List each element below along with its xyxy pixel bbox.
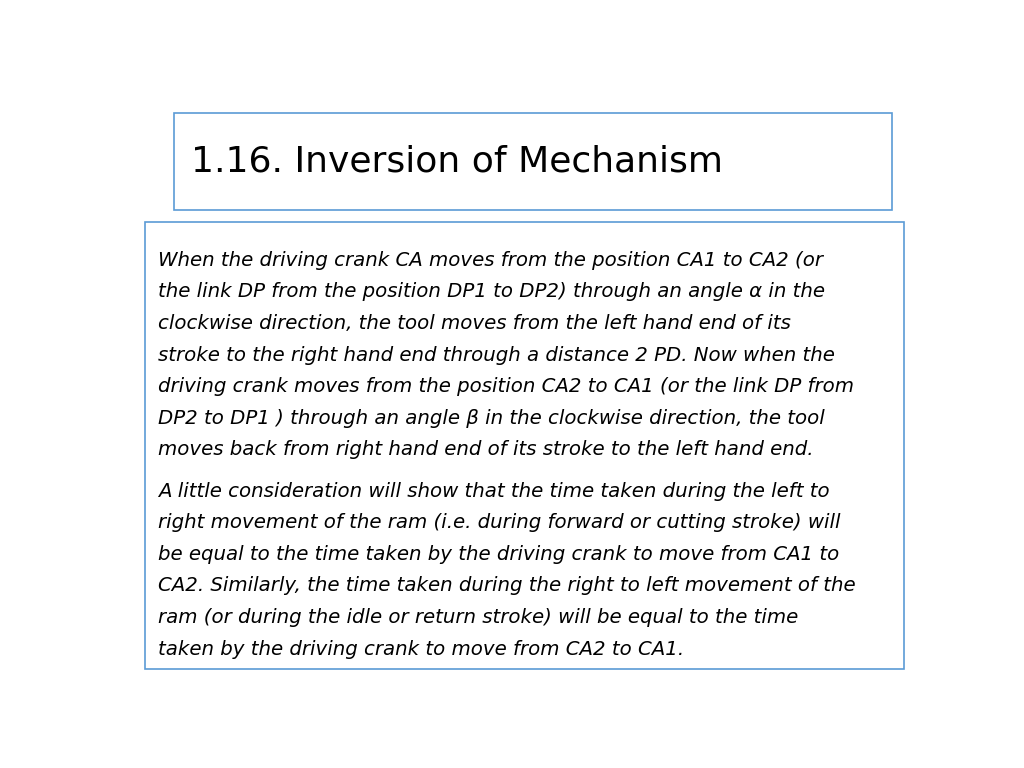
Text: be equal to the time taken by the driving crank to move from CA1 to: be equal to the time taken by the drivin…	[158, 545, 840, 564]
Text: driving crank moves from the position CA2 to CA1 (or the link DP from: driving crank moves from the position CA…	[158, 377, 854, 396]
Text: clockwise direction, the tool moves from the left hand end of its: clockwise direction, the tool moves from…	[158, 314, 791, 333]
Text: moves back from right hand end of its stroke to the left hand end.: moves back from right hand end of its st…	[158, 441, 814, 459]
Text: taken by the driving crank to move from CA2 to CA1.: taken by the driving crank to move from …	[158, 640, 684, 659]
FancyBboxPatch shape	[145, 222, 904, 669]
Text: A little consideration will show that the time taken during the left to: A little consideration will show that th…	[158, 482, 829, 501]
Text: stroke to the right hand end through a distance 2 PD. Now when the: stroke to the right hand end through a d…	[158, 346, 835, 365]
Text: ram (or during the idle or return stroke) will be equal to the time: ram (or during the idle or return stroke…	[158, 608, 799, 627]
Text: When the driving crank CA moves from the position CA1 to CA2 (or: When the driving crank CA moves from the…	[158, 250, 823, 270]
Text: DP2 to DP1 ) through an angle β in the clockwise direction, the tool: DP2 to DP1 ) through an angle β in the c…	[158, 409, 825, 428]
Text: the link DP from the position DP1 to DP2) through an angle α in the: the link DP from the position DP1 to DP2…	[158, 283, 825, 301]
Text: right movement of the ram (i.e. during forward or cutting stroke) will: right movement of the ram (i.e. during f…	[158, 513, 841, 532]
FancyBboxPatch shape	[174, 113, 892, 210]
Text: CA2. Similarly, the time taken during the right to left movement of the: CA2. Similarly, the time taken during th…	[158, 577, 856, 595]
Text: 1.16. Inversion of Mechanism: 1.16. Inversion of Mechanism	[191, 144, 724, 179]
